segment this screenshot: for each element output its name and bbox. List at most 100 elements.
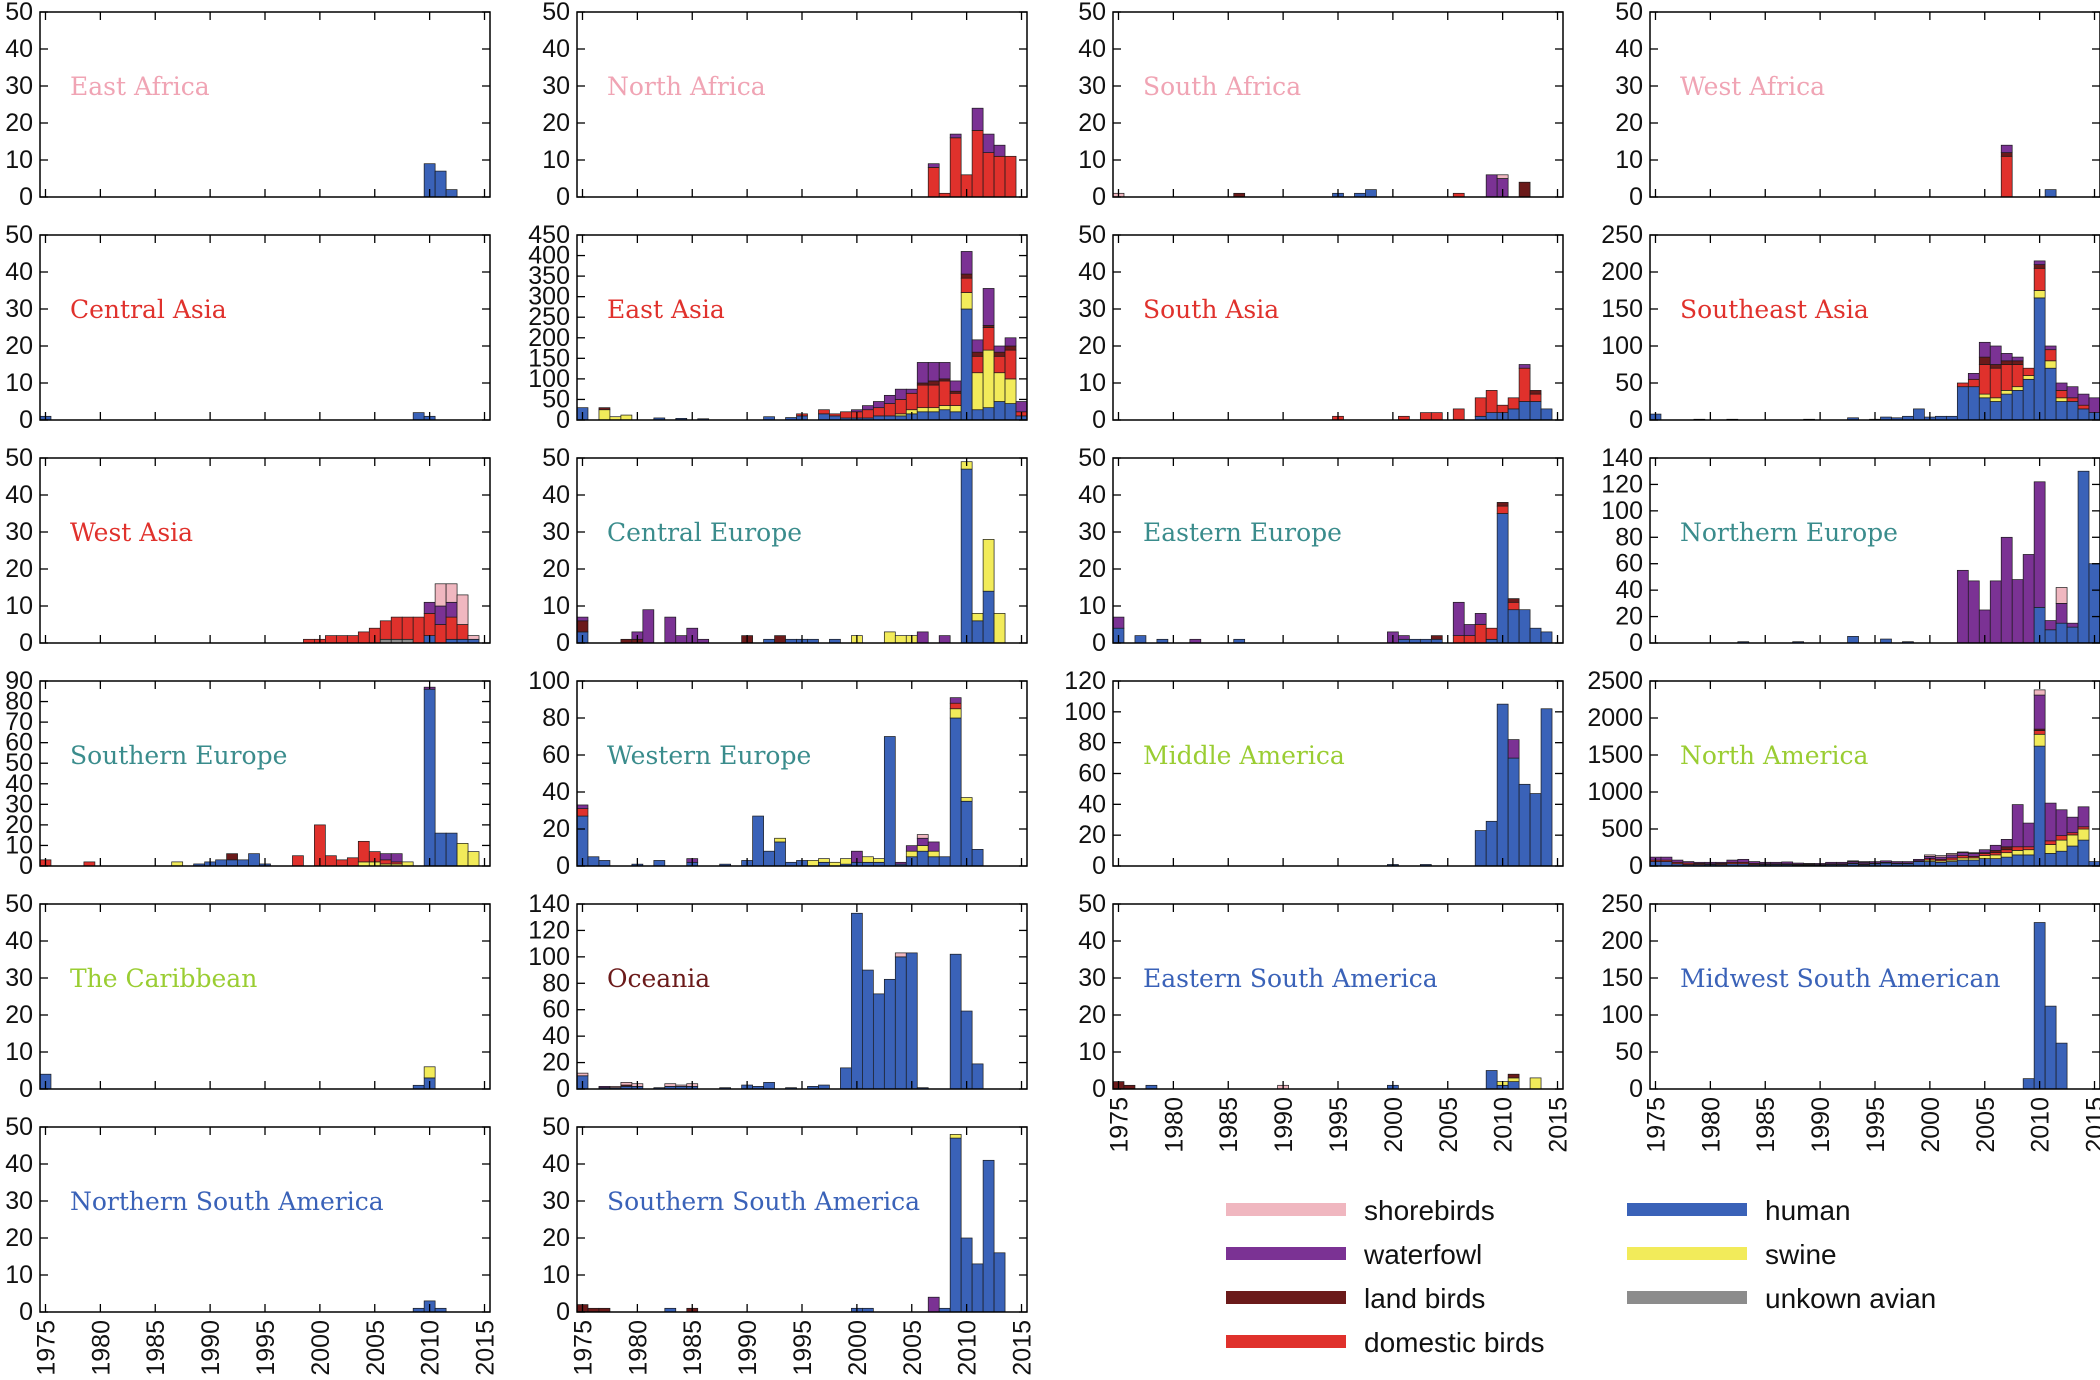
bar-east-asia-2009-human: [949, 411, 962, 421]
y-tick-label: 30: [5, 295, 33, 323]
bar-east-asia-2011-domestic: [971, 355, 984, 374]
bar-west-asia-2009-domestic: [412, 616, 425, 644]
bar-south-asia-2012-domestic: [1518, 367, 1531, 402]
bar-southeast-asia-2013-domestic: [2066, 397, 2079, 402]
bar-western-europe-2009-human: [949, 717, 962, 867]
bar-western-europe-2011-human: [971, 849, 984, 867]
bar-southern-south-america-2009-human: [949, 1137, 962, 1313]
bar-southeast-asia-2008-swine: [2011, 386, 2024, 391]
bar-southeast-asia-2013-human: [2066, 401, 2079, 421]
bar-east-asia-2008-swine: [938, 405, 951, 411]
legend-label-landbirds: land birds: [1364, 1283, 1485, 1314]
bar-midwest-south-american-2010-human: [2033, 922, 2046, 1090]
bar-north-america-2010-human: [2033, 745, 2046, 867]
bar-north-america-2008-waterfowl: [2011, 804, 2024, 848]
y-tick-label: 150: [1601, 964, 1643, 992]
y-tick-label: 60: [542, 741, 570, 769]
bar-southeast-asia-2006-swine: [1989, 397, 2002, 402]
legend-swatch-domestic: [1226, 1335, 1346, 1348]
bar-north-america-2001-shorebirds: [1935, 855, 1947, 858]
bar-southeast-asia-2006-human: [1989, 401, 2002, 421]
bar-central-europe-2006-waterfowl: [916, 631, 929, 644]
bar-oceania-2000-human: [851, 912, 863, 1090]
bar-eastern-europe-2010-human: [1496, 513, 1509, 644]
bar-north-america-2004-shorebirds: [1967, 852, 1980, 854]
y-tick-label: 10: [5, 146, 33, 174]
bar-southern-europe-2014-swine: [467, 851, 480, 867]
panel-western-europe: 0 20 40 60 80 100 Western Europe: [528, 667, 1028, 880]
bar-east-asia-2012-human: [982, 407, 995, 421]
bar-central-europe-1975-waterfowl: [576, 616, 589, 622]
y-tick-label: 0: [1092, 629, 1106, 657]
bar-north-africa-2014-domestic: [1004, 155, 1017, 198]
y-tick-label: 100: [1601, 1001, 1643, 1029]
bar-southern-europe-2006-waterfowl: [379, 853, 392, 861]
y-tick-label: 50: [5, 749, 33, 777]
x-tick-label: 1975: [1105, 1097, 1133, 1153]
y-tick-label: 500: [1601, 815, 1643, 843]
y-tick-label: 100: [1601, 497, 1643, 525]
bar-oceania-1979-shorebirds: [620, 1082, 633, 1086]
bar-southeast-asia-2007-waterfowl: [2000, 353, 2013, 362]
bar-east-asia-2007-waterfowl: [927, 362, 940, 382]
y-tick-label: 50: [1078, 221, 1106, 249]
bar-south-asia-2004-domestic: [1430, 412, 1443, 421]
y-tick-label: 40: [5, 258, 33, 286]
y-tick-label: 0: [556, 406, 570, 434]
bar-east-asia-1997-domestic: [818, 409, 830, 415]
y-tick-label: 80: [542, 969, 570, 997]
bar-eastern-europe-2011-domestic: [1507, 601, 1520, 611]
bar-middle-america-2009-human: [1485, 820, 1498, 867]
y-tick-label: 150: [1601, 295, 1643, 323]
bar-eastern-europe-2011-human: [1507, 609, 1520, 644]
bar-western-europe-2009-swine: [949, 708, 962, 719]
y-tick-label: 60: [542, 996, 570, 1024]
y-tick-label: 50: [542, 444, 570, 472]
bar-southeast-asia-2010-swine: [2033, 290, 2046, 299]
legend: shorebirds waterfowl land birds domestic bi…: [1226, 1195, 1936, 1358]
panel-frame: [39, 11, 491, 198]
bar-east-asia-1977-swine: [598, 409, 611, 421]
y-tick-label: 0: [19, 1075, 33, 1103]
bar-east-asia-2006-swine: [916, 407, 929, 413]
legend-swatch-human: [1627, 1203, 1747, 1216]
x-tick-label: 1990: [734, 1320, 762, 1376]
bar-northern-europe-2009-waterfowl: [2022, 554, 2035, 644]
y-tick-label: 0: [556, 1298, 570, 1326]
bar-western-europe-2010-human: [960, 800, 973, 867]
bar-north-america-2012-waterfowl: [2055, 809, 2068, 837]
y-tick-label: 50: [1078, 890, 1106, 918]
y-tick-label: 0: [19, 1298, 33, 1326]
y-tick-label: 2500: [1587, 667, 1643, 695]
bar-east-asia-2007-swine: [927, 407, 940, 413]
bar-west-asia-2006-domestic: [379, 620, 392, 640]
bar-west-asia-2011-waterfowl: [434, 605, 447, 625]
bar-south-asia-2013-human: [1529, 401, 1542, 421]
bar-southeast-asia-2011-domestic: [2044, 349, 2057, 362]
bar-western-europe-2005-waterfowl: [905, 845, 918, 852]
bar-southeast-asia-2005-swine: [1978, 393, 1991, 399]
bar-eastern-europe-1975-waterfowl: [1112, 616, 1125, 629]
x-tick-label: 1990: [197, 1320, 225, 1376]
bar-south-asia-2009-domestic: [1485, 390, 1498, 413]
bar-east-asia-2011-landbirds: [971, 351, 984, 357]
bar-western-europe-2009-domestic: [949, 702, 962, 710]
bar-southeast-asia-2007-landbirds: [2000, 360, 2013, 365]
x-tick-label: 1995: [1325, 1097, 1353, 1153]
bar-northern-europe-2012-waterfowl: [2055, 603, 2068, 624]
panel-title: Oceania: [607, 964, 710, 993]
bar-north-america-2009-domestic: [2022, 846, 2035, 851]
y-tick-label: 40: [542, 778, 570, 806]
panel-south-asia: 0 10 20 30 40 50 South Asia: [1078, 221, 1564, 434]
bar-north-america-2008-domestic: [2011, 846, 2024, 851]
bar-southeast-asia-2007-human: [2000, 393, 2013, 421]
bar-north-america-2009-swine: [2022, 849, 2035, 856]
y-tick-label: 200: [528, 324, 570, 352]
y-tick-label: 300: [528, 283, 570, 311]
y-tick-label: 20: [5, 1224, 33, 1252]
y-tick-label: 100: [1601, 332, 1643, 360]
bar-southern-south-america-2010-human: [960, 1237, 973, 1313]
bar-north-america-1987-waterfowl: [1781, 861, 1794, 865]
